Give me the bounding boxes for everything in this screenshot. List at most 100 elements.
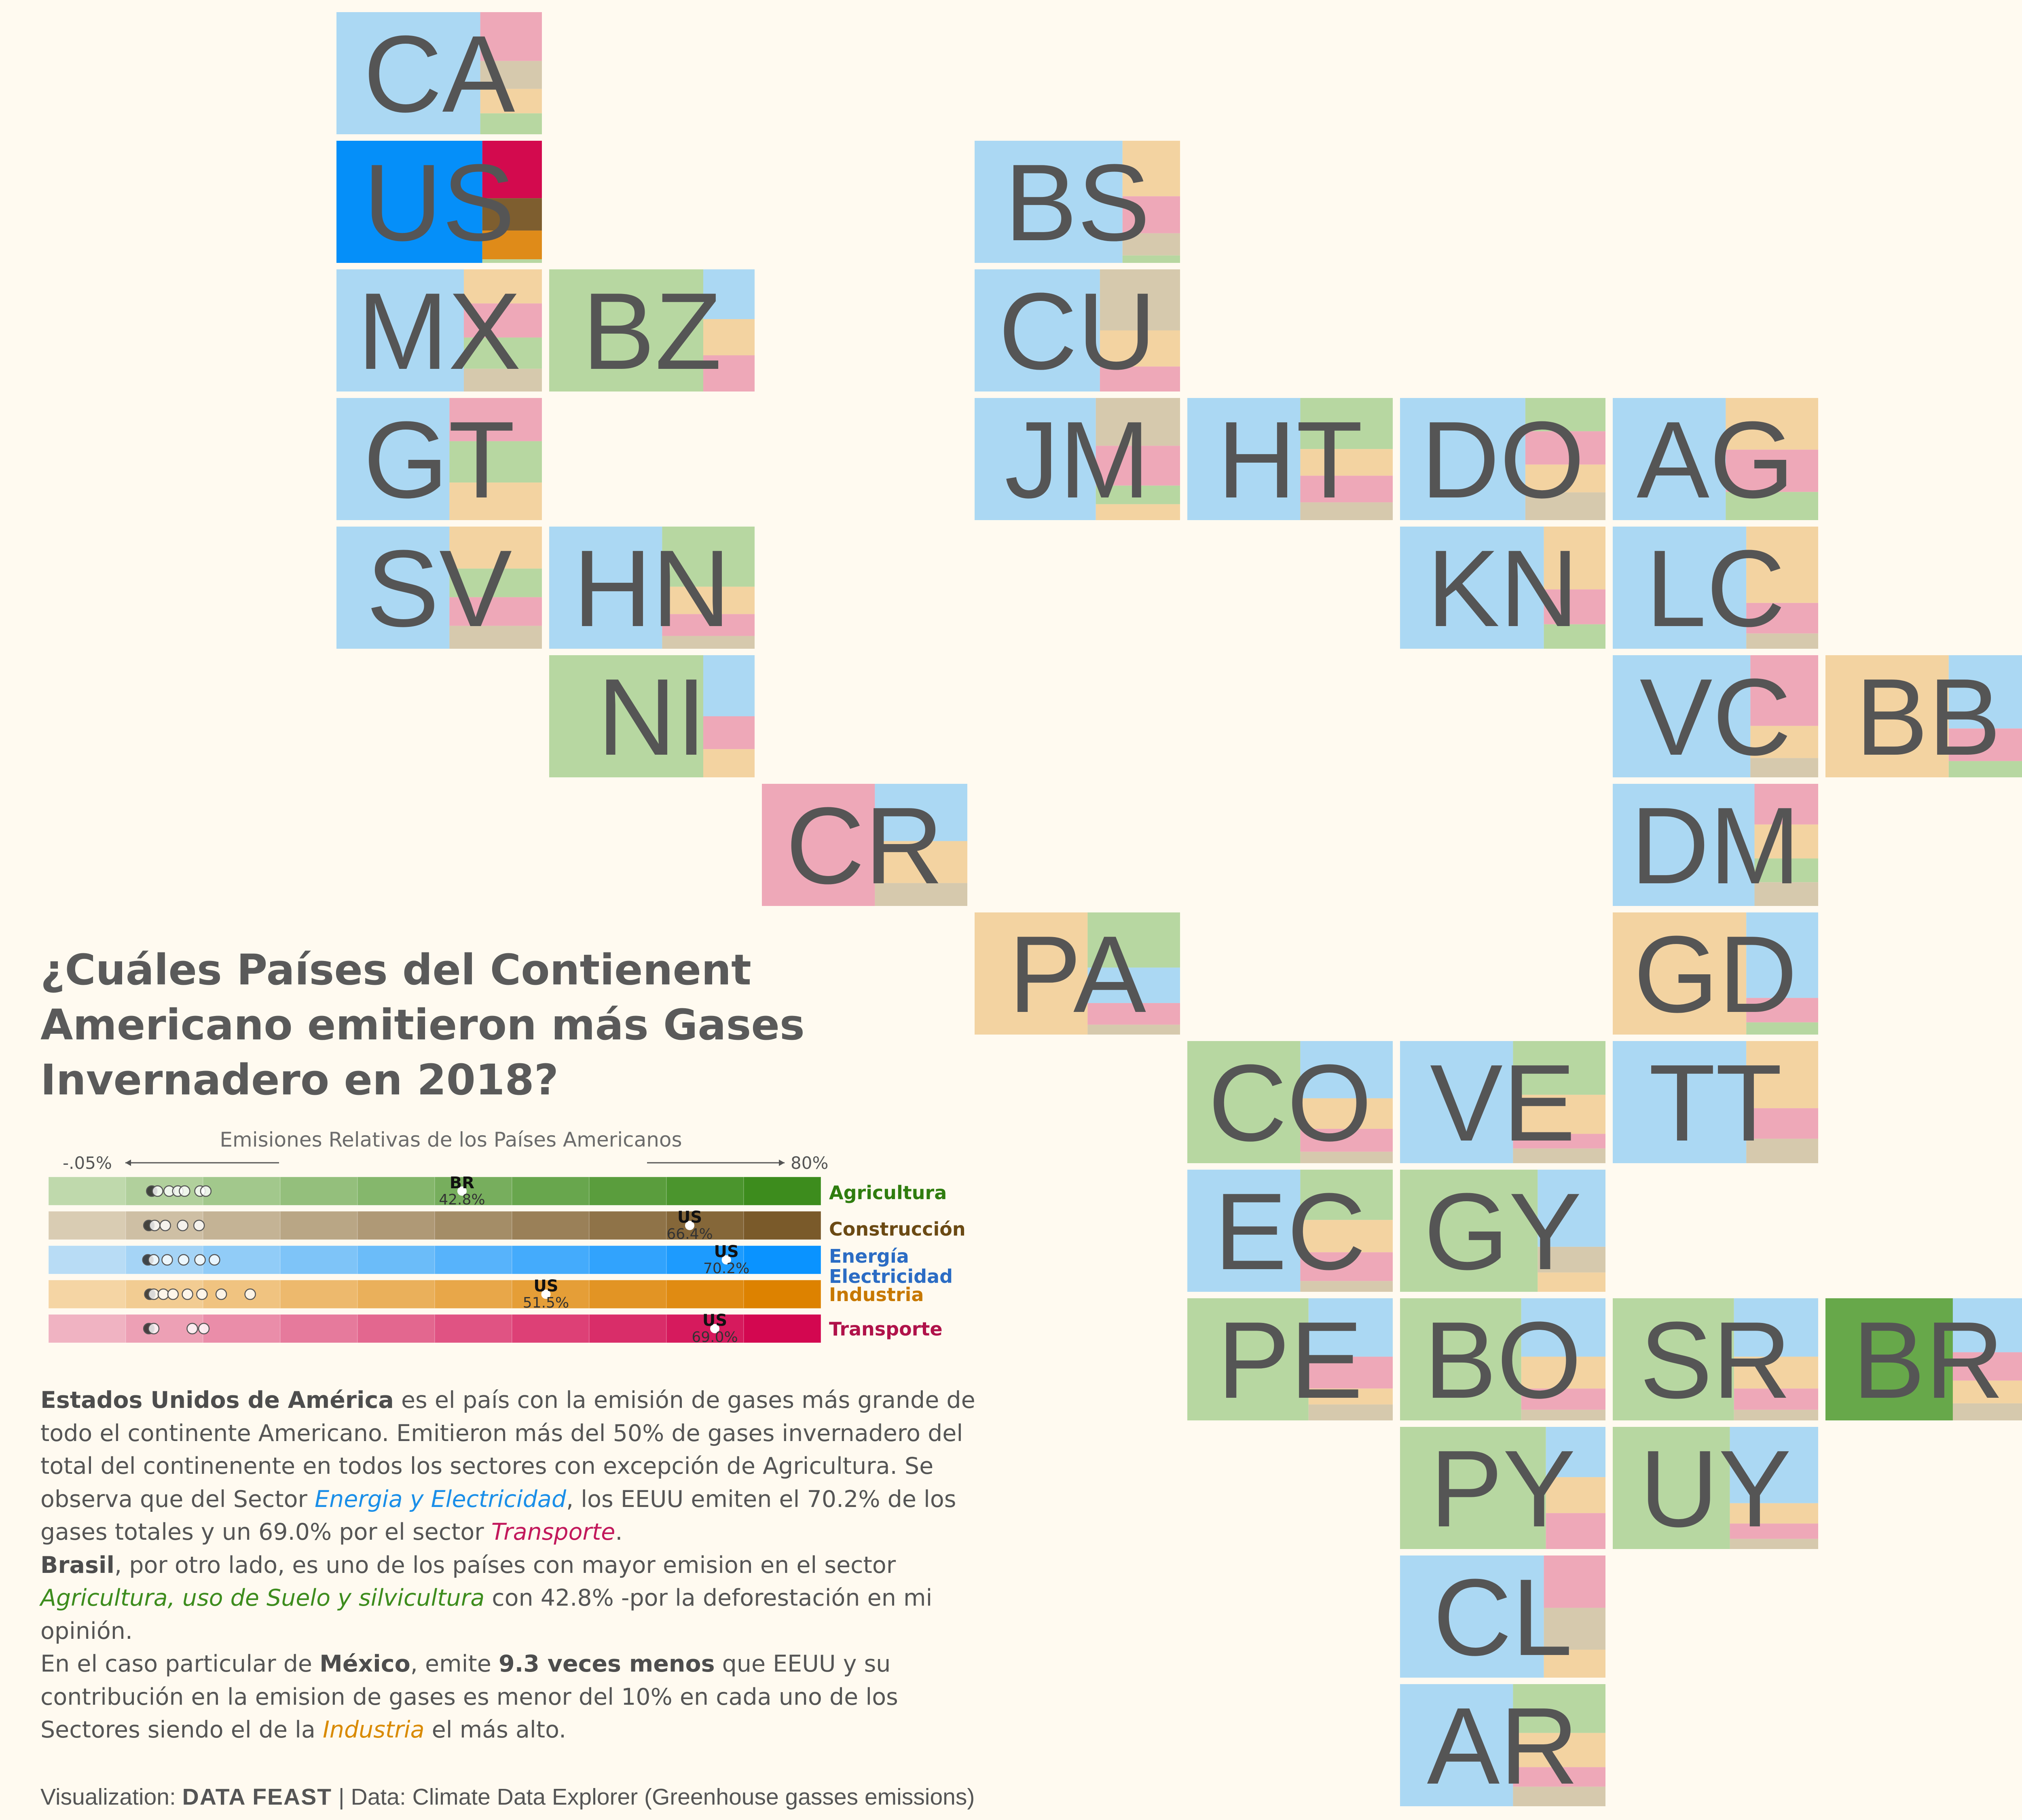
tile-block-energia bbox=[1308, 1298, 1393, 1357]
tile-block-energia bbox=[1730, 1427, 1818, 1503]
tile-block-agricultura bbox=[1187, 1298, 1309, 1420]
tile-block-agricultura bbox=[1096, 485, 1180, 504]
data-point bbox=[148, 1323, 160, 1335]
tile-kn: KN bbox=[1400, 527, 1605, 650]
tile-block-industria bbox=[1122, 141, 1180, 197]
tile-sr: SR bbox=[1613, 1298, 1818, 1421]
bar-segment bbox=[512, 1280, 590, 1309]
tile-block-transporte bbox=[482, 141, 542, 199]
tile-block-construccion bbox=[1730, 1539, 1818, 1549]
tile-code: HN bbox=[573, 528, 731, 650]
tile-block-industria bbox=[1300, 1098, 1393, 1129]
bar-segment bbox=[280, 1177, 358, 1206]
text: el más alto. bbox=[424, 1716, 567, 1743]
tile-block-energia bbox=[975, 269, 1100, 392]
tile-block-industria bbox=[662, 586, 755, 614]
category-label: Energía bbox=[829, 1245, 909, 1267]
tile-code: PA bbox=[1009, 914, 1146, 1035]
tile-sv: SV bbox=[336, 527, 542, 650]
tile-block-transporte bbox=[1746, 603, 1818, 634]
tile-code: JM bbox=[1005, 399, 1150, 521]
bar-segment bbox=[280, 1314, 358, 1343]
tile-block-transporte bbox=[1734, 1388, 1818, 1410]
data-point bbox=[159, 1219, 171, 1232]
tile-block-energia bbox=[336, 12, 480, 134]
tile-block-construccion bbox=[480, 61, 542, 89]
tile-block-agricultura bbox=[1122, 255, 1180, 263]
bar-segment bbox=[357, 1245, 435, 1274]
tile-block-transporte bbox=[463, 303, 542, 338]
tile-block-industria bbox=[1754, 824, 1818, 859]
tile-block-transporte bbox=[1122, 196, 1180, 233]
tile-block-construccion bbox=[1300, 1151, 1393, 1163]
tile-block-agricultura bbox=[1187, 1041, 1301, 1163]
max-point bbox=[710, 1324, 720, 1333]
data-point bbox=[148, 1254, 160, 1266]
tile-code: SV bbox=[366, 528, 512, 650]
tile-block-energia bbox=[1952, 1298, 2022, 1352]
bar-segment bbox=[48, 1245, 126, 1274]
tile-block-industria bbox=[875, 841, 967, 883]
tile-block-construccion bbox=[482, 198, 542, 231]
tile-block-construccion bbox=[1513, 1148, 1605, 1163]
sector-energy-highlight: Energia y Electricidad bbox=[315, 1486, 567, 1513]
tile-vc: VC bbox=[1613, 655, 1818, 778]
caption-source: | Data: Climate Data Explorer (Greenhous… bbox=[332, 1784, 975, 1810]
tile-code: LC bbox=[1646, 528, 1785, 650]
tile-block-industria bbox=[1300, 449, 1393, 476]
tile-block-agricultura bbox=[1513, 1684, 1605, 1733]
tile-gd: GD bbox=[1613, 912, 1818, 1035]
tile-block-construccion bbox=[449, 626, 542, 649]
tile-block-transporte bbox=[1544, 1555, 1605, 1608]
tile-block-agricultura bbox=[1087, 912, 1180, 968]
tile-block-industria bbox=[1730, 1503, 1818, 1524]
data-point bbox=[177, 1219, 188, 1232]
max-value-label: 69.0% bbox=[692, 1329, 738, 1346]
tile-block-industria bbox=[1544, 1649, 1605, 1678]
tile-block-agricultura bbox=[1400, 1427, 1546, 1549]
bar-segment bbox=[434, 1314, 512, 1343]
tile-pe: PE bbox=[1187, 1298, 1393, 1421]
sector-emissions-chart: Emisiones Relativas de los Países Americ… bbox=[48, 1128, 966, 1346]
bar-segment bbox=[589, 1314, 667, 1343]
category-label: Transporte bbox=[829, 1318, 943, 1340]
tile-block-industria bbox=[1952, 1380, 2022, 1403]
brand-logo: DATA FEAST bbox=[182, 1784, 332, 1810]
tile-cu: CU bbox=[975, 269, 1180, 392]
data-point bbox=[167, 1288, 179, 1300]
bar-segment bbox=[434, 1211, 512, 1240]
tile-block-transporte bbox=[1746, 998, 1818, 1022]
tile-block-transporte bbox=[1750, 655, 1818, 726]
tile-block-energia bbox=[703, 269, 755, 320]
tile-block-transporte bbox=[1546, 1513, 1605, 1549]
bar-segment bbox=[48, 1280, 126, 1309]
tile-block-construccion bbox=[1300, 502, 1393, 520]
data-point bbox=[209, 1254, 220, 1266]
bar-segment bbox=[589, 1211, 667, 1240]
bar-segment bbox=[357, 1314, 435, 1343]
tile-code: BB bbox=[1855, 656, 2001, 778]
arrow-left-icon bbox=[125, 1160, 131, 1166]
tile-block-agricultura bbox=[1754, 858, 1818, 882]
tile-block-energia bbox=[1400, 1555, 1544, 1678]
tile-bo: BO bbox=[1400, 1298, 1605, 1421]
data-point bbox=[182, 1288, 193, 1300]
tile-ag: AG bbox=[1613, 398, 1818, 521]
tile-block-energia bbox=[1746, 912, 1818, 998]
tile-bb: BB bbox=[1825, 655, 2022, 778]
tile-gt: GT bbox=[336, 398, 542, 521]
tile-gy: GY bbox=[1400, 1170, 1605, 1293]
tile-code: KN bbox=[1427, 528, 1578, 650]
tile-block-transporte bbox=[703, 355, 755, 392]
tile-block-transporte bbox=[1948, 728, 2022, 761]
tile-block-energia bbox=[336, 398, 450, 520]
tile-do: DO bbox=[1400, 398, 1605, 521]
tile-code: BR bbox=[1852, 1299, 2004, 1421]
bar-segment bbox=[434, 1280, 512, 1309]
bar-segment bbox=[434, 1245, 512, 1274]
bar-segment bbox=[203, 1211, 281, 1240]
tile-cr: CR bbox=[762, 784, 967, 907]
tile-block-energia bbox=[1613, 398, 1726, 520]
ratio-highlight: 9.3 veces menos bbox=[498, 1651, 715, 1677]
